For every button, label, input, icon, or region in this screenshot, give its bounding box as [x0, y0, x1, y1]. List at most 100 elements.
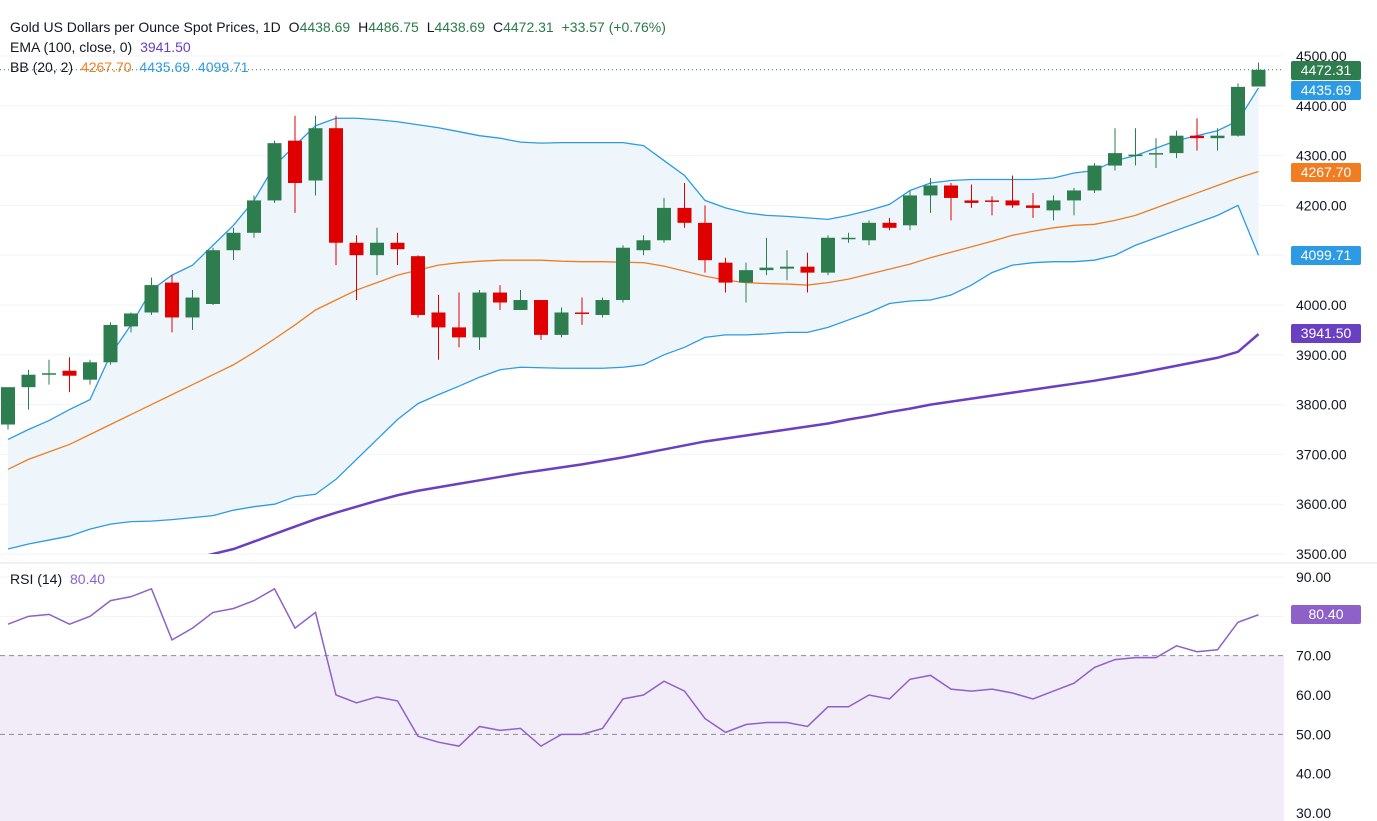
rsi-tick-label: 40.00 — [1296, 766, 1331, 782]
candle-body — [452, 327, 466, 338]
ema-legend[interactable]: EMA (100, close, 0) 3941.50 — [10, 38, 195, 56]
candle-body — [472, 292, 487, 338]
candle — [288, 115, 302, 213]
candle-body — [1190, 135, 1204, 139]
candle — [226, 227, 241, 261]
candle-body — [657, 207, 671, 241]
candle — [1149, 138, 1163, 169]
candle — [1251, 62, 1266, 87]
candle-body — [103, 324, 118, 363]
bb-legend-label: BB (20, 2) — [10, 59, 74, 75]
candle-body — [1046, 200, 1061, 211]
chart-header-row: Gold US Dollars per Ounce Spot Prices, 1… — [10, 18, 670, 36]
candle-body — [62, 370, 77, 376]
candle-body — [882, 222, 897, 228]
candle — [349, 235, 364, 301]
candle-body — [1169, 135, 1184, 154]
candle — [1087, 163, 1102, 193]
candle — [124, 312, 138, 333]
close-price-label: 4472.31 — [1291, 61, 1361, 80]
candle — [882, 217, 897, 231]
price-tick-label: 3700.00 — [1296, 446, 1347, 462]
candle-body — [513, 300, 528, 310]
candle — [657, 197, 671, 243]
candle — [42, 359, 56, 385]
candle-body — [759, 267, 774, 271]
candle-body — [698, 222, 712, 261]
ohlc-low: L4438.69 — [426, 19, 486, 35]
candle-body — [677, 207, 692, 223]
candle-body — [1231, 86, 1245, 136]
bb-middle-line — [7, 170, 1259, 470]
candle-body — [206, 250, 220, 305]
indicator-lines — [7, 87, 1260, 554]
candle — [1210, 128, 1225, 151]
candle-body — [226, 232, 241, 251]
bb-legend-upper: 4435.69 — [139, 59, 191, 75]
rsi-legend-label: RSI (14) — [10, 571, 63, 587]
candle — [759, 237, 774, 276]
candle — [903, 190, 917, 231]
candle — [472, 290, 487, 350]
bb-legend[interactable]: BB (20, 2) 4267.70 4435.69 4099.71 — [10, 58, 253, 76]
candle — [1108, 128, 1122, 171]
price-tick-label: 3900.00 — [1296, 347, 1347, 363]
rsi-tick-label: 50.00 — [1296, 726, 1331, 742]
price-tick-label: 3500.00 — [1296, 546, 1347, 562]
bb-upper-price-label: 4435.69 — [1291, 81, 1361, 100]
rsi-legend[interactable]: RSI (14) 80.40 — [10, 570, 109, 588]
candle-body — [493, 292, 507, 303]
rsi-band-fill — [0, 655, 1284, 821]
candle — [1067, 187, 1081, 216]
candle — [841, 232, 856, 243]
candle — [308, 115, 323, 196]
candle-body — [349, 242, 364, 256]
candle-body — [1026, 205, 1040, 208]
candle-body — [247, 200, 261, 233]
candle-body — [636, 240, 651, 251]
candle — [390, 232, 405, 266]
candle-body — [575, 312, 589, 314]
candle — [206, 247, 220, 305]
price-tick-label: 3800.00 — [1296, 397, 1347, 413]
rsi-panel[interactable] — [7, 587, 1259, 748]
candle — [985, 196, 999, 216]
candle — [185, 290, 200, 330]
bb-legend-lower: 4099.71 — [197, 59, 249, 75]
chart-title: Gold US Dollars per Ounce Spot Prices, 1… — [10, 19, 281, 35]
candlestick-series[interactable] — [1, 62, 1266, 430]
candle-body — [923, 185, 938, 196]
candle-body — [431, 312, 446, 328]
candle — [923, 178, 938, 213]
candle — [103, 322, 118, 365]
candle — [944, 182, 958, 221]
candle — [677, 182, 692, 228]
candle-body — [534, 300, 548, 335]
bb-legend-middle: 4267.70 — [80, 59, 132, 75]
candle — [739, 262, 753, 303]
candle-body — [944, 185, 958, 198]
rsi-legend-value: 80.40 — [70, 571, 106, 587]
rsi-tick-label: 70.00 — [1296, 648, 1331, 664]
candle-body — [1005, 200, 1020, 206]
candle — [964, 184, 979, 208]
candle — [83, 359, 97, 385]
candle-body — [595, 300, 610, 315]
bollinger-fill-area — [8, 87, 1259, 550]
candle-body — [964, 200, 979, 203]
candle-body — [841, 237, 856, 240]
candle — [862, 220, 876, 246]
candle — [636, 235, 651, 256]
candle — [595, 297, 610, 318]
candle — [1190, 118, 1204, 151]
rsi-line — [7, 587, 1259, 748]
candle-body — [985, 200, 999, 202]
candle-body — [83, 362, 97, 380]
candle-body — [1128, 154, 1143, 157]
candle — [452, 292, 466, 348]
candle-body — [1, 387, 15, 425]
candle — [1, 387, 15, 430]
candle-body — [1149, 153, 1163, 155]
ohlc-change: +33.57 (+0.76%) — [561, 19, 666, 35]
